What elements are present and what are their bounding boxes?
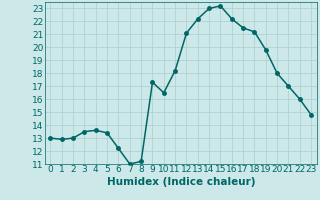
X-axis label: Humidex (Indice chaleur): Humidex (Indice chaleur) [107, 177, 255, 187]
